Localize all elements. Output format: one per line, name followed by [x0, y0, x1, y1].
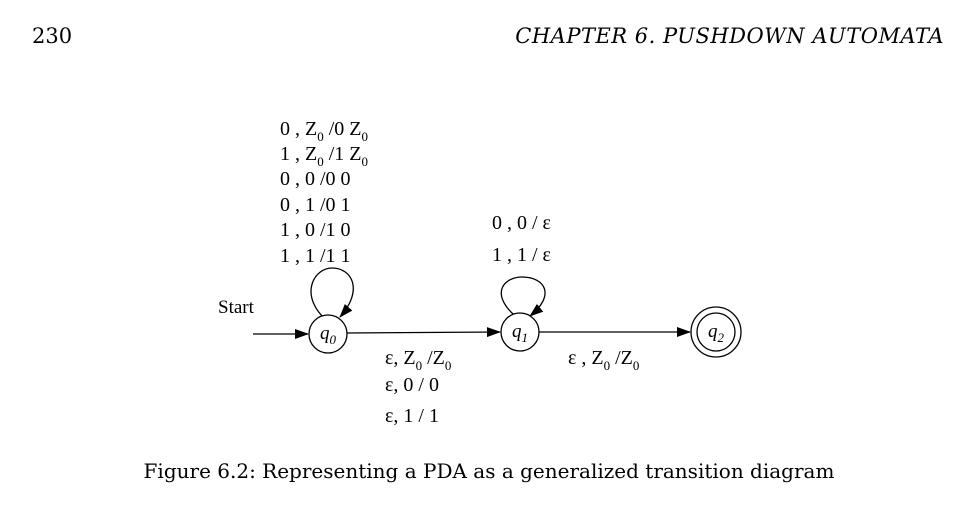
q1-self-loop: [500, 276, 546, 317]
q1-loop-label-1: 0 , 0 / ε: [492, 212, 551, 234]
figure-caption: Figure 6.2: Representing a PDA as a gene…: [143, 459, 835, 483]
state-q0-circle: [308, 314, 348, 354]
q0-loop-label-6: 1 , 1 /1 1: [280, 245, 351, 267]
q0-loop-label-2: 1 , Z0 /1 Z0: [280, 143, 368, 169]
state-q2-label: q2: [708, 321, 725, 345]
q0-q1-label-2: ε, 0 / 0: [385, 374, 439, 396]
q1-loop-label-2: 1 , 1 / ε: [492, 244, 551, 266]
state-q0-label: q0: [320, 323, 337, 347]
q0-loop-labels: 0 , Z0 /0 Z0 1 , Z0 /1 Z0 0 , 0 /0 0 0 ,…: [280, 118, 368, 267]
edge-q0-q1: [346, 327, 501, 338]
page-number: 230: [32, 24, 73, 48]
q0-q1-label-3: ε, 1 / 1: [385, 405, 439, 427]
q0-loop-label-5: 1 , 0 /1 0: [280, 219, 351, 241]
start-label: Start: [218, 297, 255, 318]
q0-q1-labels: ε, Z0 /Z0 ε, 0 / 0 ε, 1 / 1: [385, 347, 451, 427]
q0-loop-label-3: 0 , 0 /0 0: [280, 168, 351, 190]
q0-loop-label-1: 0 , Z0 /0 Z0: [280, 118, 368, 144]
state-q2-outer-circle: [690, 306, 742, 358]
running-head: CHAPTER 6. PUSHDOWN AUTOMATA: [515, 24, 944, 48]
state-q2-inner-circle: [696, 312, 736, 352]
state-q1-label: q1: [512, 321, 528, 345]
q1-q2-label: ε , Z0 /Z0: [568, 347, 639, 373]
q0-self-loop: [310, 267, 354, 318]
q0-q1-label-1: ε, Z0 /Z0: [385, 347, 451, 373]
q1-loop-labels: 0 , 0 / ε 1 , 1 / ε: [492, 212, 551, 266]
q0-loop-label-4: 0 , 1 /0 1: [280, 194, 351, 216]
